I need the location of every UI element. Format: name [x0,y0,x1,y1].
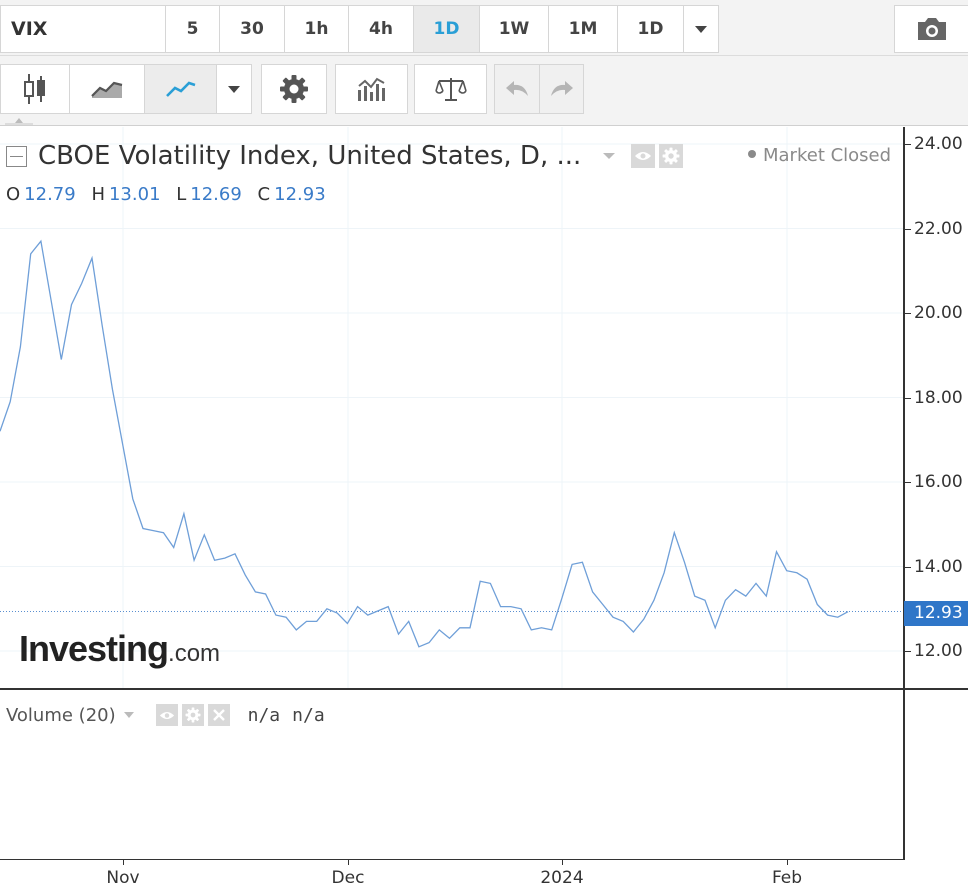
price-axis-tick [903,144,911,145]
compare-button[interactable] [414,64,487,114]
interval-button-5[interactable]: 5 [166,6,220,52]
chart-style-dropdown[interactable] [216,64,252,114]
ohlc-open-key: O [6,184,21,205]
volume-label: Volume (20) [6,704,116,726]
interval-button-1w[interactable]: 1W [480,6,549,52]
price-axis-tick [903,229,911,230]
volume-value-1: n/a [247,704,281,726]
volume-value-2: n/a [292,704,325,726]
compare-scale-icon [434,78,467,101]
eye-icon [635,152,652,160]
investing-logo: Investing.com [19,628,220,670]
ohlc-low-key: L [176,184,187,205]
line-chart-icon [165,81,195,97]
line-style-button[interactable] [144,64,217,114]
candlestick-icon [24,74,45,104]
camera-icon [917,18,946,40]
volume-settings-button[interactable] [181,704,204,726]
interval-button-1d[interactable]: 1D [414,6,480,52]
bars-style-button[interactable] [0,64,70,114]
price-axis-line [903,127,905,860]
volume-legend: Volume (20) n/a n/a [6,704,325,726]
settings-button[interactable] [261,64,327,114]
status-dot-icon [748,150,756,158]
time-axis-line [0,859,903,860]
interval-button-30[interactable]: 30 [220,6,285,52]
screenshot-button[interactable] [894,5,968,53]
price-axis-label: 20.00 [914,303,963,323]
ohlc-low-value: 12.69 [190,184,242,205]
price-axis-tick [903,482,911,483]
redo-button[interactable] [539,64,584,114]
gear-icon [280,75,308,103]
gear-icon [185,707,201,723]
top-toolbar: VIX 5 30 1h 4h 1D 1W 1M 1D [0,0,968,56]
price-axis-label: 12.00 [914,641,963,661]
area-chart-icon [91,81,123,98]
price-axis-tick [903,398,911,399]
chevron-down-icon [228,85,240,93]
volume-remove-button[interactable] [207,704,230,726]
ohlc-close-value: 12.93 [274,184,326,205]
price-axis-label: 14.00 [914,557,963,577]
indicators-button[interactable] [335,64,408,114]
interval-button-1m[interactable]: 1M [549,6,618,52]
logo-brand: Investing [19,628,169,669]
pane-separator[interactable] [0,688,968,690]
eye-icon [159,711,174,719]
price-chart [0,127,903,689]
time-axis-tick [348,859,349,865]
interval-button-1h[interactable]: 1h [285,6,349,52]
price-axis-tick [903,313,911,314]
vix-price-line [0,239,849,648]
time-axis-tick [787,859,788,865]
close-icon [212,709,225,721]
price-axis-label: 18.00 [914,388,963,408]
volume-visibility-button[interactable] [155,704,178,726]
ohlc-open-value: 12.79 [24,184,76,205]
symbol-input[interactable]: VIX [0,5,166,53]
collapse-legend-icon[interactable] [6,145,27,167]
ohlc-close-key: C [257,184,271,205]
price-axis-label: 22.00 [914,219,963,239]
collapse-toolbar-icon[interactable] [5,115,33,125]
last-price-tag: 12.93 [904,601,968,626]
ohlc-values: O 12.79 H 13.01 L 12.69 C 12.93 [6,184,336,205]
gear-icon [662,147,680,165]
time-axis-label: 2024 [540,868,584,888]
ohlc-high-key: H [91,184,105,205]
chevron-down-icon[interactable] [603,153,616,159]
chart-toolbar [0,56,968,126]
series-title: CBOE Volatility Index, United States, D,… [38,141,582,171]
indicators-icon [357,77,385,101]
time-axis-tick [562,859,563,865]
redo-icon [550,81,573,96]
price-axis-tick [903,651,911,652]
price-axis-label: 24.00 [914,134,963,154]
ohlc-high-value: 13.01 [108,184,161,205]
chevron-down-icon[interactable] [123,712,134,718]
interval-group: 5 30 1h 4h 1D 1W 1M 1D [165,5,719,53]
time-axis-label: Nov [106,868,140,888]
undo-icon [506,81,528,96]
visibility-button[interactable] [631,144,656,168]
time-axis-tick [123,859,124,865]
market-status: Market Closed [748,145,891,166]
series-legend: CBOE Volatility Index, United States, D,… [6,141,687,171]
area-style-button[interactable] [69,64,145,114]
interval-dropdown-button[interactable] [684,6,718,52]
logo-suffix: .com [168,640,221,667]
chart-grid [0,127,903,689]
price-chart-area[interactable] [0,127,903,689]
series-settings-button[interactable] [659,144,684,168]
interval-button-4h[interactable]: 4h [349,6,414,52]
time-axis-label: Dec [331,868,365,888]
undo-button[interactable] [494,64,540,114]
price-axis-label: 16.00 [914,472,963,492]
price-axis-tick [903,567,911,568]
interval-button-custom[interactable]: 1D [618,6,684,52]
time-axis-label: Feb [771,868,803,888]
chevron-down-icon [695,25,707,33]
market-status-text: Market Closed [763,145,892,166]
